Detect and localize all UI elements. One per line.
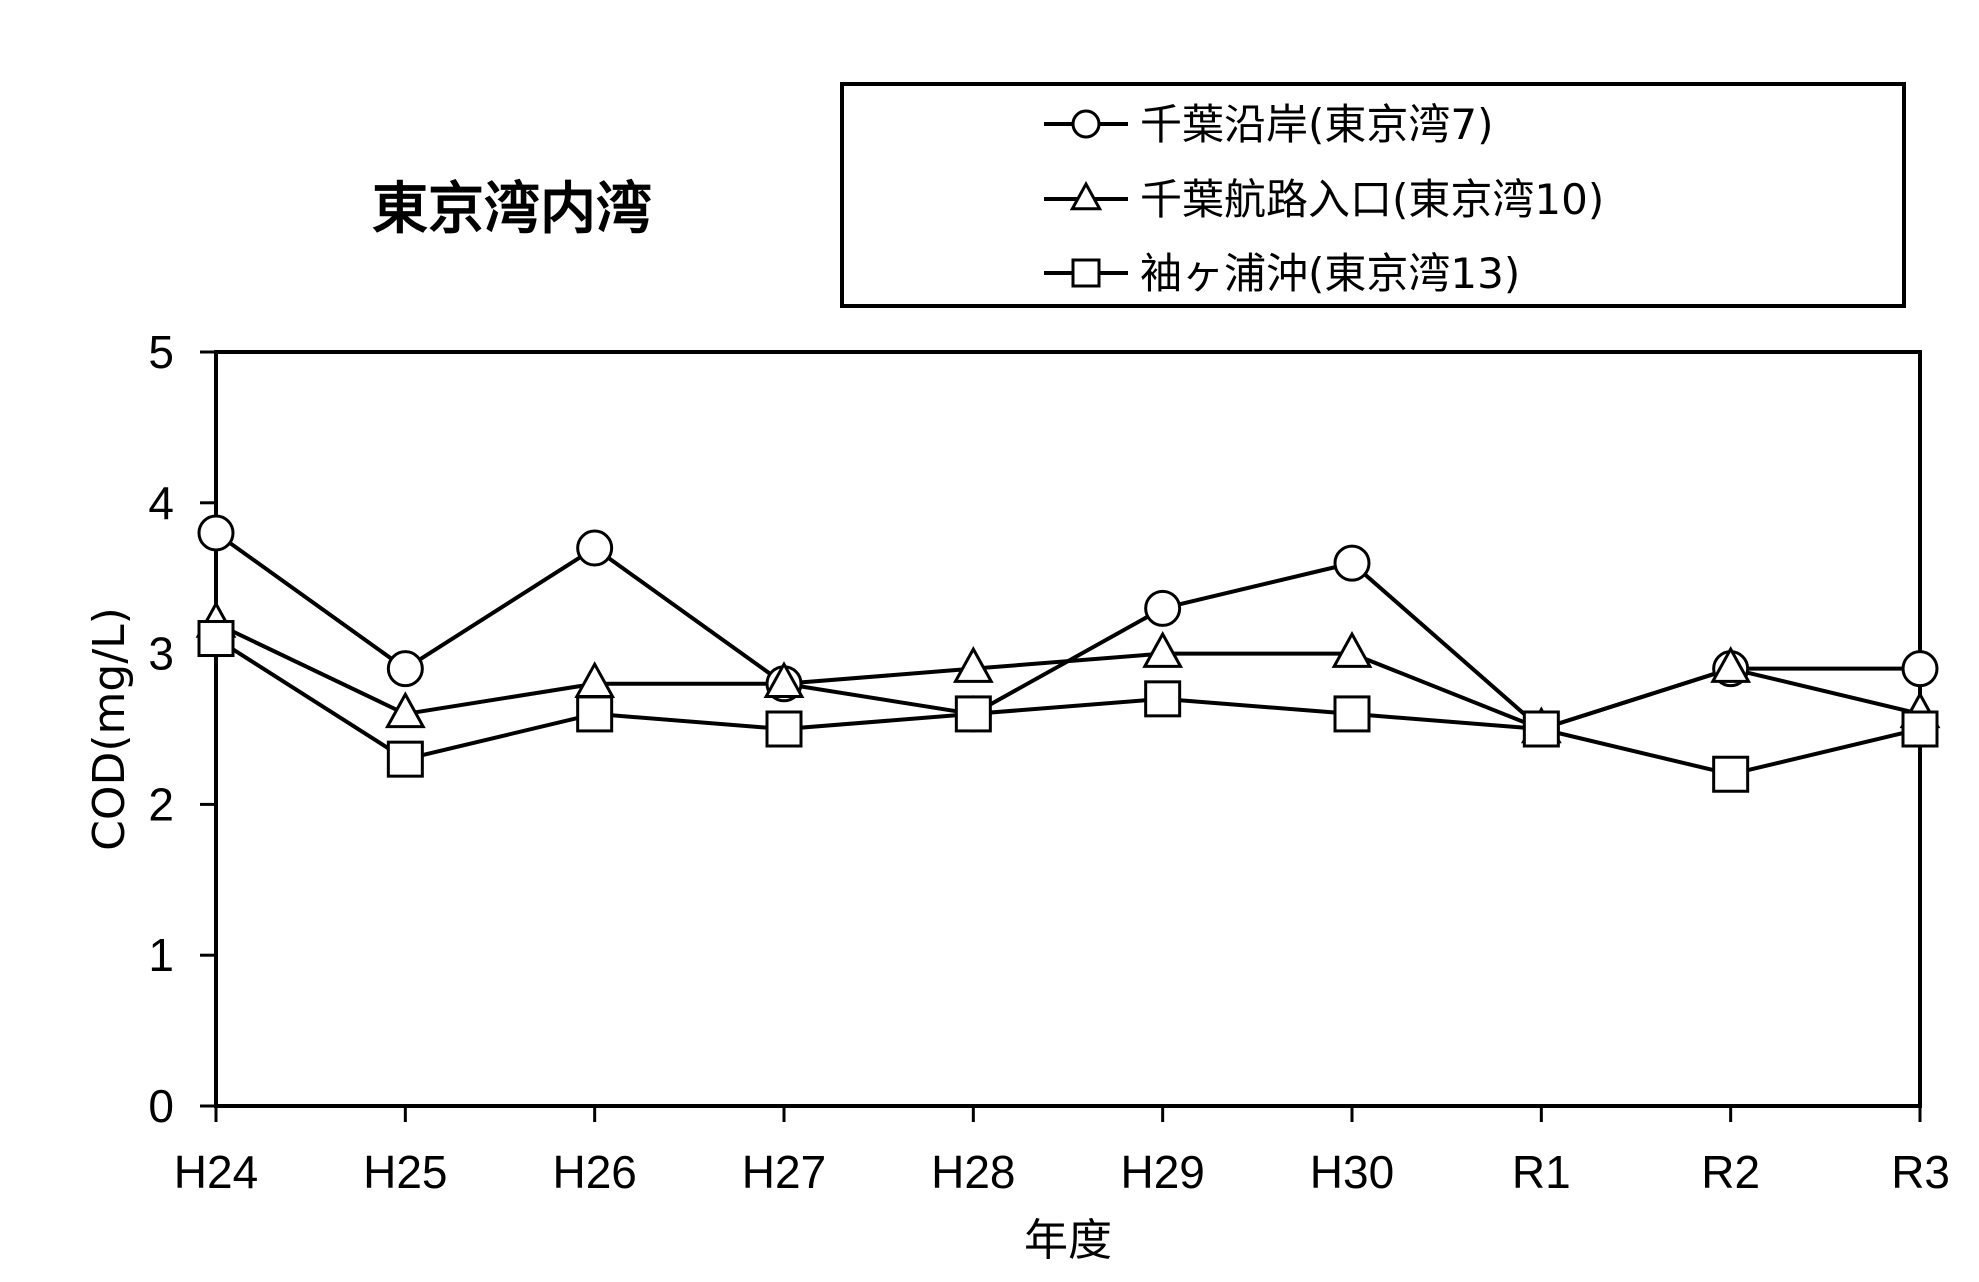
series-3-point-square — [954, 695, 992, 733]
series-2-point-triangle — [1331, 630, 1373, 668]
x-tick-label: R3 — [1891, 1146, 1950, 1198]
series-3-point-square — [1712, 755, 1750, 793]
legend-marker-square — [1071, 258, 1101, 288]
chart-title: 東京湾内湾 — [372, 177, 652, 242]
series-line-2 — [215, 621, 1921, 731]
x-tick-label: R1 — [1512, 1146, 1571, 1198]
series-2-point-triangle — [1142, 630, 1184, 668]
x-tick-label: H26 — [552, 1146, 636, 1198]
series-3-point-square — [576, 695, 614, 733]
series-2-point-triangle — [384, 691, 426, 729]
x-tick-label: H24 — [174, 1146, 258, 1198]
legend-label-3: 袖ヶ浦沖(東京湾13) — [1140, 249, 1520, 298]
series-3-point-square — [1901, 710, 1939, 748]
legend-marker-circle — [1071, 109, 1101, 139]
x-tick-label: H25 — [363, 1146, 447, 1198]
x-tick-label: H30 — [1310, 1146, 1394, 1198]
y-tick-label: 2 — [148, 778, 174, 830]
y-tick-label: 5 — [148, 326, 174, 378]
series-2-point-triangle — [763, 661, 805, 699]
series-3-point-square — [1522, 710, 1560, 748]
series-line-3 — [214, 636, 1921, 777]
x-tick-label: H28 — [931, 1146, 1015, 1198]
series-2-point-triangle — [1710, 646, 1752, 683]
legend-label-2: 千葉航路入口(東京湾10) — [1140, 175, 1604, 224]
x-axis: H24 H25 H26 H27 H28 H29 H30 R1 R2 R3 — [174, 1106, 1950, 1198]
legend-label-1: 千葉沿岸(東京湾7) — [1140, 100, 1494, 149]
legend-marker-triangle — [1069, 180, 1103, 211]
y-axis: 0 1 2 3 4 5 — [148, 326, 216, 1132]
x-tick-label: H29 — [1120, 1146, 1204, 1198]
series-1-point-circle — [1333, 544, 1371, 582]
y-tick-label: 3 — [148, 628, 174, 680]
x-axis-label: 年度 — [1024, 1215, 1112, 1266]
series-2-point-triangle — [952, 646, 994, 683]
plot-area-frame — [214, 350, 1922, 1108]
x-tick-label: H27 — [742, 1146, 826, 1198]
series-3-point-square — [386, 740, 424, 778]
series-1-point-circle — [386, 650, 424, 688]
series-3-point-square — [1333, 695, 1371, 733]
legend-box — [840, 82, 1906, 308]
series-3-point-square — [765, 710, 803, 748]
series-lines — [214, 531, 1921, 777]
series-markers — [195, 514, 1941, 793]
series-1-point-circle — [197, 514, 235, 552]
series-3-point-square — [1144, 680, 1182, 718]
series-1-point-circle — [1144, 589, 1182, 627]
x-tick-label: R2 — [1701, 1146, 1760, 1198]
y-tick-label: 1 — [148, 929, 174, 981]
legend: 千葉沿岸(東京湾7) 千葉航路入口(東京湾10) 袖ヶ浦沖(東京湾13) — [840, 82, 1906, 308]
series-3-point-square — [197, 620, 235, 658]
y-tick-label: 0 — [148, 1080, 174, 1132]
y-tick-label: 4 — [148, 477, 174, 529]
series-1-point-circle — [576, 529, 614, 567]
series-1-point-circle — [1901, 650, 1939, 688]
y-axis-label: COD(mg/L) — [84, 607, 135, 851]
